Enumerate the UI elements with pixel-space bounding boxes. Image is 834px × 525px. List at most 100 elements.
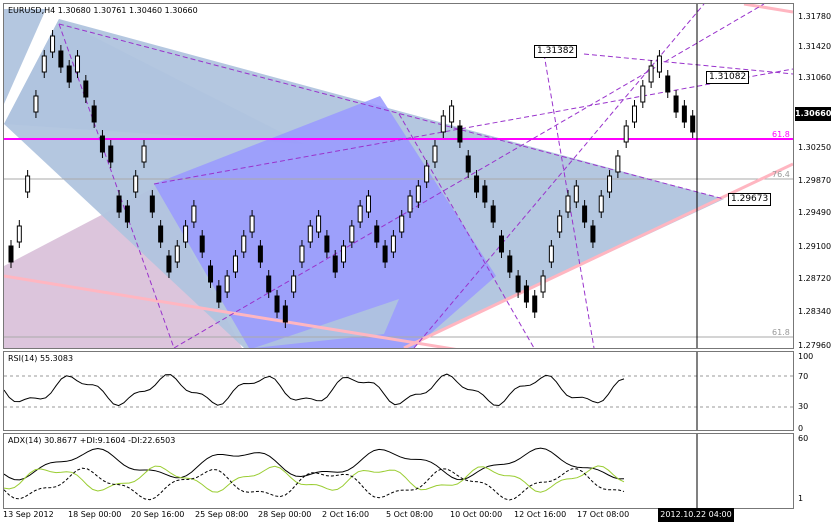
current-price-box: 1.30660 — [795, 107, 831, 121]
price-axis-label: 1.30250 — [798, 143, 832, 152]
candle-body — [548, 245, 554, 263]
candle-body — [75, 55, 81, 73]
candle-body — [540, 275, 546, 293]
candle-body — [399, 215, 405, 233]
candle-body — [299, 245, 305, 263]
fib-label-618-bottom: 61.8 — [772, 328, 790, 337]
price-chart-canvas — [4, 4, 793, 348]
minus-di-line — [4, 467, 625, 501]
candle-body — [523, 285, 529, 303]
candle-body — [332, 255, 338, 273]
candle-body — [623, 125, 629, 143]
candle-body — [465, 155, 471, 173]
candle-body — [232, 255, 238, 273]
candle-body — [490, 205, 496, 223]
candle-body — [648, 65, 654, 83]
price-axis-label: 1.27960 — [798, 341, 832, 350]
price-axis-label: 1.28720 — [798, 274, 832, 283]
candle-body — [415, 185, 421, 203]
rsi-axis-label: 100 — [798, 352, 814, 361]
price-tag-high[interactable]: 1.31382 — [534, 45, 578, 58]
triangle-grey-upper-left — [4, 9, 46, 104]
price-axis-label: 1.29490 — [798, 208, 832, 217]
price-chart-pane[interactable]: EURUSD,H4 1.30680 1.30761 1.30460 1.3066… — [3, 3, 794, 349]
candle-body — [316, 215, 322, 233]
pink-trendline-left — [4, 274, 457, 348]
candle-body — [582, 205, 588, 223]
rsi-pane[interactable]: RSI(14) 55.3083 — [3, 351, 794, 431]
candle-body — [665, 75, 671, 93]
adx-axis-label: 1 — [798, 494, 804, 503]
candle-body — [449, 105, 455, 123]
crosshair-time-box: 2012.10.22 04:00 — [658, 508, 734, 522]
candle-body — [174, 245, 180, 263]
candle-body — [573, 185, 579, 203]
candle-body — [266, 275, 272, 293]
candle-body — [690, 115, 696, 133]
candle-body — [424, 165, 430, 183]
adx-pane[interactable]: ADX(14) 30.8677 +DI:9.1604 -DI:22.6503 — [3, 433, 794, 509]
candle-body — [8, 245, 14, 263]
price-tag-low[interactable]: 1.29673 — [728, 193, 772, 206]
candle-body — [108, 145, 114, 163]
rsi-header: RSI(14) 55.3083 — [8, 354, 74, 363]
time-axis-label: 10 Oct 00:00 — [450, 510, 503, 519]
candle-body — [557, 215, 563, 233]
candle-body — [498, 235, 504, 253]
candle-body — [91, 105, 97, 123]
adx-line — [4, 447, 625, 481]
candle-body — [116, 195, 122, 213]
candle-body — [83, 80, 89, 98]
candle-body — [307, 225, 313, 243]
price-tag-mid[interactable]: 1.31082 — [706, 71, 750, 84]
candle-body — [158, 225, 164, 243]
time-axis-label: 18 Sep 00:00 — [68, 510, 122, 519]
candle-body — [681, 105, 687, 123]
candle-body — [532, 295, 538, 313]
time-axis-label: 17 Oct 08:00 — [577, 510, 630, 519]
candle-body — [208, 265, 214, 283]
candlestick-series — [8, 30, 696, 328]
candle-body — [640, 85, 646, 103]
rsi-line — [4, 373, 625, 407]
triangle-purple — [154, 96, 496, 348]
candle-body — [357, 205, 363, 223]
candle-body — [257, 245, 263, 263]
adx-header: ADX(14) 30.8677 +DI:9.1604 -DI:22.6503 — [8, 436, 176, 445]
adx-canvas — [4, 434, 698, 508]
candle-body — [382, 245, 388, 263]
candle-body — [607, 175, 613, 193]
candle-body — [598, 195, 604, 213]
price-axis-label: 1.31060 — [798, 73, 832, 82]
candle-body — [615, 155, 621, 173]
time-axis-label: 25 Sep 08:00 — [195, 510, 249, 519]
candle-body — [191, 205, 197, 223]
fib-label-618-top: 61.8 — [772, 130, 790, 139]
candle-body — [673, 95, 679, 113]
candle-body — [99, 135, 105, 153]
candle-body — [474, 175, 480, 193]
plus-di-line — [4, 465, 625, 493]
dashed-fib-fan — [58, 4, 793, 348]
price-axis-label: 1.29870 — [798, 176, 832, 185]
adx-axis-label: 60 — [798, 434, 809, 443]
rsi-axis-label: 30 — [798, 402, 809, 411]
candle-body — [33, 95, 39, 113]
candle-body — [166, 255, 172, 273]
triangle-grey-blue-top — [4, 19, 304, 144]
candle-body — [50, 35, 56, 53]
time-axis-label: 5 Oct 08:00 — [386, 510, 434, 519]
triangle-pink — [4, 186, 242, 348]
candle-body — [25, 175, 31, 193]
candle-body — [249, 215, 255, 233]
candle-body — [440, 115, 446, 133]
rsi-axis-label: 70 — [798, 372, 809, 381]
candle-body — [199, 235, 205, 253]
candle-body — [631, 105, 637, 123]
rsi-canvas — [4, 352, 793, 430]
candle-body — [432, 145, 438, 163]
candle-body — [133, 175, 139, 193]
candle-body — [124, 205, 130, 223]
candle-body — [407, 195, 413, 213]
candle-body — [224, 275, 230, 293]
